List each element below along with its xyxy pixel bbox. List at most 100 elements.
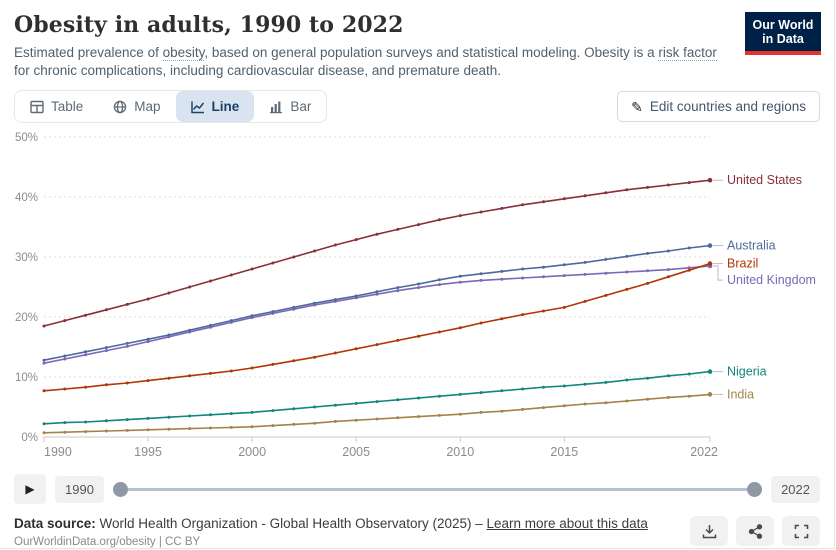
data-point-united-kingdom[interactable] [458, 280, 462, 284]
data-point-united-states[interactable] [292, 255, 296, 259]
data-point-australia[interactable] [229, 319, 233, 323]
data-point-brazil[interactable] [604, 293, 608, 297]
data-point-united-states[interactable] [146, 297, 150, 301]
data-point-brazil[interactable] [167, 376, 171, 380]
data-point-united-kingdom[interactable] [562, 274, 566, 278]
edit-countries-button[interactable]: ✎ Edit countries and regions [617, 91, 820, 122]
data-point-india[interactable] [84, 430, 88, 434]
data-point-india[interactable] [417, 415, 421, 419]
data-point-australia[interactable] [271, 310, 275, 314]
timeline-track[interactable] [114, 487, 761, 491]
data-point-nigeria[interactable] [500, 389, 504, 393]
entity-label-united-kingdom[interactable]: United Kingdom [727, 273, 816, 287]
data-point-australia[interactable] [479, 272, 483, 276]
data-point-brazil[interactable] [63, 387, 67, 391]
data-point-australia[interactable] [687, 246, 691, 250]
data-point-united-states[interactable] [707, 177, 713, 183]
data-point-united-states[interactable] [209, 279, 212, 283]
play-button[interactable]: ▶ [14, 474, 46, 504]
data-point-united-states[interactable] [646, 185, 650, 189]
data-point-india[interactable] [521, 407, 525, 411]
data-point-united-states[interactable] [583, 194, 587, 198]
data-point-united-kingdom[interactable] [396, 289, 400, 293]
data-point-india[interactable] [437, 413, 441, 417]
data-point-united-kingdom[interactable] [500, 277, 504, 281]
data-point-australia[interactable] [500, 269, 504, 273]
data-point-nigeria[interactable] [458, 392, 462, 396]
data-point-australia[interactable] [188, 328, 192, 332]
entity-label-brazil[interactable]: Brazil [727, 257, 758, 271]
data-point-australia[interactable] [167, 333, 171, 337]
data-point-india[interactable] [396, 416, 400, 420]
data-point-nigeria[interactable] [188, 414, 192, 418]
data-point-nigeria[interactable] [292, 407, 296, 411]
data-point-brazil[interactable] [437, 330, 441, 334]
data-point-australia[interactable] [521, 267, 525, 271]
data-point-brazil[interactable] [125, 381, 129, 385]
series-line-nigeria[interactable] [43, 370, 711, 425]
data-point-nigeria[interactable] [229, 412, 233, 416]
data-point-brazil[interactable] [417, 334, 421, 338]
data-point-nigeria[interactable] [562, 384, 566, 388]
data-point-nigeria[interactable] [583, 382, 587, 386]
data-point-india[interactable] [271, 424, 275, 428]
owid-logo[interactable]: Our World in Data [745, 12, 821, 55]
data-point-brazil[interactable] [707, 261, 713, 266]
data-point-india[interactable] [167, 427, 171, 431]
timeline-end-year[interactable]: 2022 [771, 475, 820, 503]
data-point-australia[interactable] [707, 243, 713, 248]
line-chart[interactable]: 0% 10% 20% 30% 40% 50% 1990 1995 2000 2005 2010 201… [0, 125, 834, 470]
timeline-slider[interactable] [112, 481, 763, 497]
data-point-united-kingdom[interactable] [542, 275, 545, 279]
data-point-india[interactable] [188, 427, 192, 431]
share-button[interactable] [736, 516, 774, 546]
obesity-link[interactable]: obesity [162, 45, 205, 61]
data-point-australia[interactable] [437, 278, 441, 282]
data-point-united-states[interactable] [63, 319, 67, 323]
data-point-united-kingdom[interactable] [583, 272, 587, 276]
data-point-india[interactable] [42, 431, 46, 435]
data-point-india[interactable] [209, 426, 212, 430]
data-point-india[interactable] [229, 425, 233, 429]
data-point-nigeria[interactable] [333, 403, 337, 407]
data-point-nigeria[interactable] [125, 418, 129, 422]
data-point-australia[interactable] [354, 294, 358, 298]
data-point-nigeria[interactable] [375, 400, 379, 404]
data-point-india[interactable] [479, 410, 483, 414]
data-point-united-states[interactable] [500, 206, 504, 210]
data-point-australia[interactable] [604, 257, 608, 261]
series-line-united-states[interactable] [43, 179, 711, 327]
data-point-nigeria[interactable] [707, 369, 713, 374]
data-point-australia[interactable] [84, 350, 88, 354]
data-point-united-states[interactable] [479, 210, 483, 214]
data-point-india[interactable] [250, 425, 254, 429]
data-point-australia[interactable] [458, 274, 462, 278]
data-point-united-states[interactable] [229, 273, 233, 277]
data-point-australia[interactable] [396, 286, 400, 290]
timeline-handle-end[interactable] [747, 481, 763, 497]
data-point-nigeria[interactable] [542, 385, 545, 389]
data-point-australia[interactable] [625, 254, 629, 258]
data-point-united-kingdom[interactable] [521, 276, 525, 280]
data-point-brazil[interactable] [250, 366, 254, 370]
fullscreen-button[interactable] [782, 516, 820, 546]
data-point-united-states[interactable] [625, 188, 629, 192]
data-point-brazil[interactable] [42, 389, 46, 393]
data-point-india[interactable] [292, 422, 296, 426]
data-point-united-kingdom[interactable] [125, 344, 129, 348]
data-point-united-kingdom[interactable] [687, 266, 691, 270]
data-point-australia[interactable] [562, 263, 566, 267]
data-point-australia[interactable] [125, 341, 129, 345]
data-point-india[interactable] [604, 401, 608, 405]
data-point-united-kingdom[interactable] [417, 286, 421, 290]
data-point-australia[interactable] [333, 298, 337, 302]
data-point-india[interactable] [375, 417, 379, 421]
data-point-brazil[interactable] [146, 379, 150, 383]
data-point-india[interactable] [666, 395, 670, 399]
timeline-handle-start[interactable] [112, 481, 128, 497]
tab-table[interactable]: Table [15, 91, 98, 122]
data-point-united-kingdom[interactable] [625, 270, 629, 274]
data-point-nigeria[interactable] [146, 416, 150, 420]
data-point-brazil[interactable] [583, 299, 587, 303]
data-point-nigeria[interactable] [625, 378, 629, 382]
